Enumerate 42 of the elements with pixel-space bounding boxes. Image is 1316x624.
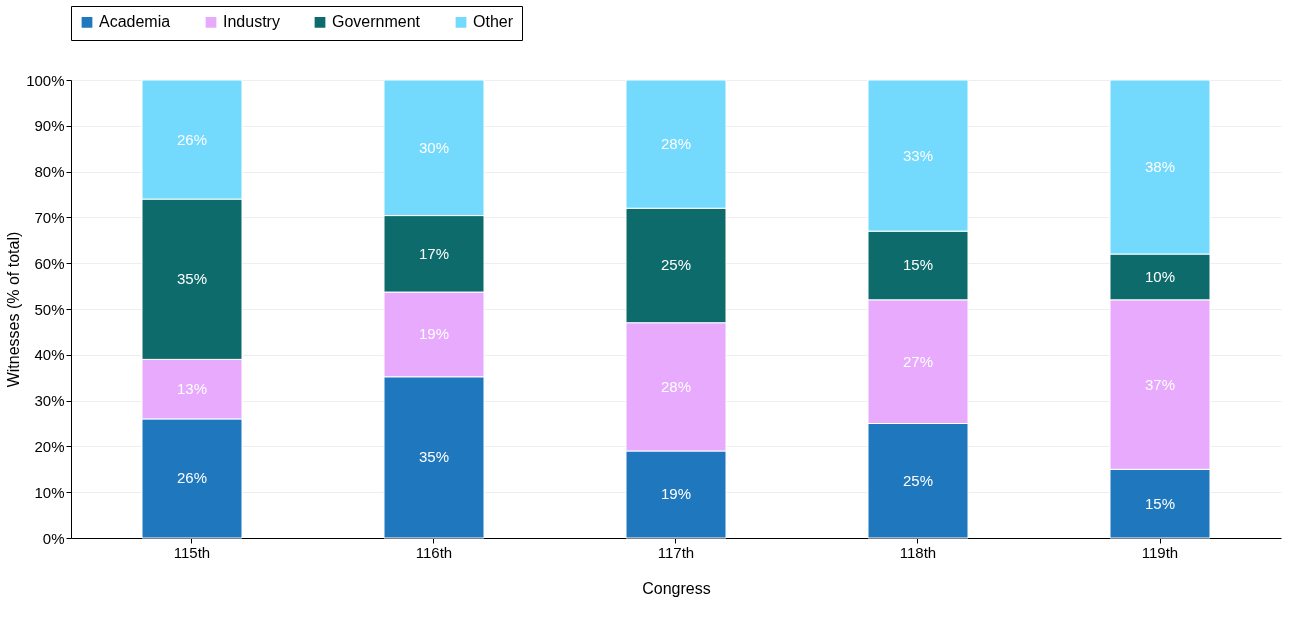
y-axis-title: Witnesses (% of total) <box>5 231 23 388</box>
data-label: 33% <box>902 146 934 164</box>
y-tick-label: 30% <box>34 392 65 410</box>
data-label: 13% <box>176 380 208 398</box>
data-label: 19% <box>660 485 692 503</box>
legend-label: Other <box>473 13 514 31</box>
data-label: 25% <box>902 471 934 489</box>
y-tick-label: 60% <box>34 254 65 272</box>
y-tick-label: 40% <box>34 346 65 364</box>
x-tick-label: 115th <box>173 543 211 561</box>
y-tick-label: 0% <box>42 529 65 547</box>
y-tick-label: 10% <box>34 483 65 501</box>
y-tick-label: 100% <box>26 71 65 89</box>
data-label: 37% <box>1144 375 1176 393</box>
data-label: 15% <box>902 256 934 274</box>
legend-label: Government <box>332 13 421 31</box>
y-tick-label: 80% <box>34 163 65 181</box>
x-tick-label: 116th <box>415 543 453 561</box>
data-label: 10% <box>1144 267 1176 285</box>
legend-label: Industry <box>223 13 280 31</box>
data-label: 26% <box>176 469 208 487</box>
data-label: 30% <box>418 138 450 156</box>
data-label: 27% <box>902 352 934 370</box>
data-label: 15% <box>1144 494 1176 512</box>
data-label: 17% <box>418 244 450 262</box>
data-label: 35% <box>418 448 450 466</box>
x-tick-label: 119th <box>1141 543 1179 561</box>
data-label: 19% <box>418 325 450 343</box>
x-tick-label: 117th <box>657 543 695 561</box>
data-label: 28% <box>660 377 692 395</box>
data-label: 25% <box>660 256 692 274</box>
x-tick-label: 118th <box>899 543 937 561</box>
legend-label: Academia <box>99 13 171 31</box>
x-axis-title: Congress <box>642 579 711 597</box>
data-label: 28% <box>660 135 692 153</box>
data-label: 38% <box>1144 158 1176 176</box>
y-tick-label: 70% <box>34 208 65 226</box>
y-tick-label: 50% <box>34 300 65 318</box>
data-label: 35% <box>176 270 208 288</box>
data-label: 26% <box>176 130 208 148</box>
y-tick-label: 90% <box>34 117 65 135</box>
y-tick-label: 20% <box>34 437 65 455</box>
